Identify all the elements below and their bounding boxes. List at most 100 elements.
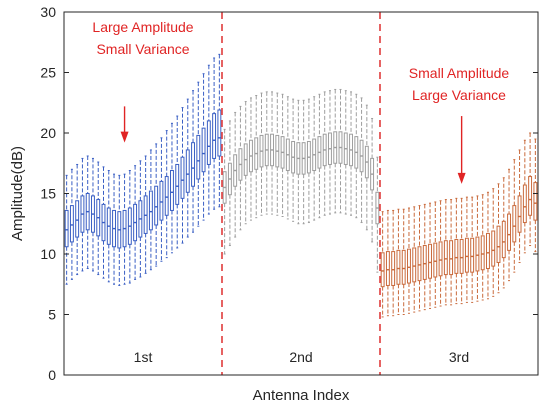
box-body	[69, 205, 74, 243]
box-body	[522, 184, 527, 224]
box	[85, 155, 90, 270]
box	[528, 132, 533, 247]
box-body	[391, 251, 396, 286]
box-body	[486, 232, 490, 270]
box	[154, 143, 159, 267]
box	[238, 105, 243, 231]
annotation-text: Large Amplitude Small Variance	[92, 19, 193, 57]
box-body	[196, 134, 201, 180]
box	[338, 88, 343, 214]
annotation-line: Small Variance	[96, 41, 189, 57]
annotation-layer: Large Amplitude Small Variance Small Ampli…	[92, 19, 509, 184]
box	[275, 92, 280, 216]
box	[212, 57, 217, 210]
box	[164, 130, 169, 259]
y-tick-label: 15	[40, 186, 56, 202]
box-body	[501, 220, 506, 259]
box	[196, 81, 201, 227]
box	[117, 174, 122, 286]
box	[517, 149, 522, 263]
box-body	[422, 245, 427, 280]
annotation-1: Small Amplitude Large Variance	[409, 65, 510, 184]
y-axis-title: Amplitude(dB)	[9, 146, 26, 241]
box-body	[412, 247, 417, 283]
box	[301, 99, 306, 225]
box	[412, 206, 417, 313]
box	[443, 199, 448, 306]
box	[75, 163, 80, 276]
box-body	[385, 251, 390, 286]
box-body	[164, 176, 169, 216]
box-body	[201, 127, 206, 173]
box	[101, 166, 106, 279]
y-tick-label: 25	[40, 65, 56, 81]
box	[349, 91, 353, 216]
y-tick-label: 10	[40, 246, 56, 262]
box-series-2nd	[222, 88, 380, 273]
box-body	[417, 246, 422, 282]
box	[422, 203, 427, 311]
box-body	[438, 241, 443, 277]
box	[233, 111, 238, 238]
box-series-layer	[64, 53, 538, 318]
box	[259, 92, 264, 216]
box	[343, 90, 348, 215]
box	[148, 149, 153, 271]
y-tick-label: 20	[40, 125, 56, 141]
box	[69, 168, 74, 280]
box-body	[512, 205, 517, 243]
box-series-1st	[64, 53, 222, 286]
box-body	[464, 237, 469, 273]
box-body	[470, 237, 475, 273]
box-body	[212, 113, 217, 159]
box	[170, 122, 174, 254]
box	[133, 165, 138, 280]
y-tick-label: 5	[48, 307, 56, 323]
box-body	[454, 238, 459, 274]
box-body	[496, 225, 501, 263]
box	[364, 104, 369, 231]
box-body	[217, 109, 222, 157]
group-divider-layer	[221, 12, 381, 375]
box	[317, 93, 322, 219]
box	[522, 139, 527, 254]
box-body	[533, 182, 538, 221]
box	[143, 155, 148, 274]
box	[291, 98, 296, 222]
box-body	[401, 249, 406, 285]
box	[201, 73, 206, 221]
box	[391, 209, 396, 317]
box-body	[517, 195, 522, 233]
box	[459, 197, 464, 305]
box	[96, 161, 101, 276]
box	[112, 173, 116, 285]
box	[106, 170, 111, 283]
box-body	[185, 149, 190, 193]
y-axis: 0 5 10 15 20 25 30	[40, 4, 538, 383]
box	[380, 211, 385, 318]
box	[138, 160, 143, 278]
group-label-2nd: 2nd	[289, 349, 312, 365]
box	[270, 91, 274, 215]
box-body	[148, 190, 153, 231]
box-body	[507, 213, 511, 251]
box	[175, 115, 180, 249]
box	[428, 202, 432, 309]
box-body	[175, 163, 180, 205]
box	[333, 88, 338, 214]
box-body	[407, 248, 411, 284]
box	[533, 138, 538, 253]
box-body	[380, 252, 385, 288]
box-body	[428, 243, 432, 279]
box-body	[396, 249, 401, 285]
box	[464, 196, 469, 303]
box	[370, 117, 375, 243]
annotation-line: Small Amplitude	[409, 65, 510, 81]
box	[180, 107, 185, 244]
box	[64, 174, 69, 285]
group-label-1st: 1st	[134, 349, 153, 365]
box	[407, 207, 411, 314]
box	[159, 137, 164, 262]
